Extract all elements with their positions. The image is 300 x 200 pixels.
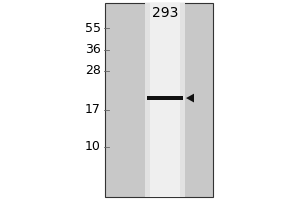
Text: 293: 293 (152, 6, 178, 20)
Bar (150, 3, 180, 197)
Bar (145, 3, 185, 197)
Text: 28: 28 (85, 64, 101, 77)
Polygon shape (186, 94, 194, 102)
Text: 10: 10 (85, 140, 101, 153)
Text: 36: 36 (85, 43, 101, 56)
Text: 17: 17 (85, 103, 101, 116)
Bar (105, 3, 213, 197)
Bar (147, 96, 183, 100)
Text: 55: 55 (85, 22, 101, 35)
